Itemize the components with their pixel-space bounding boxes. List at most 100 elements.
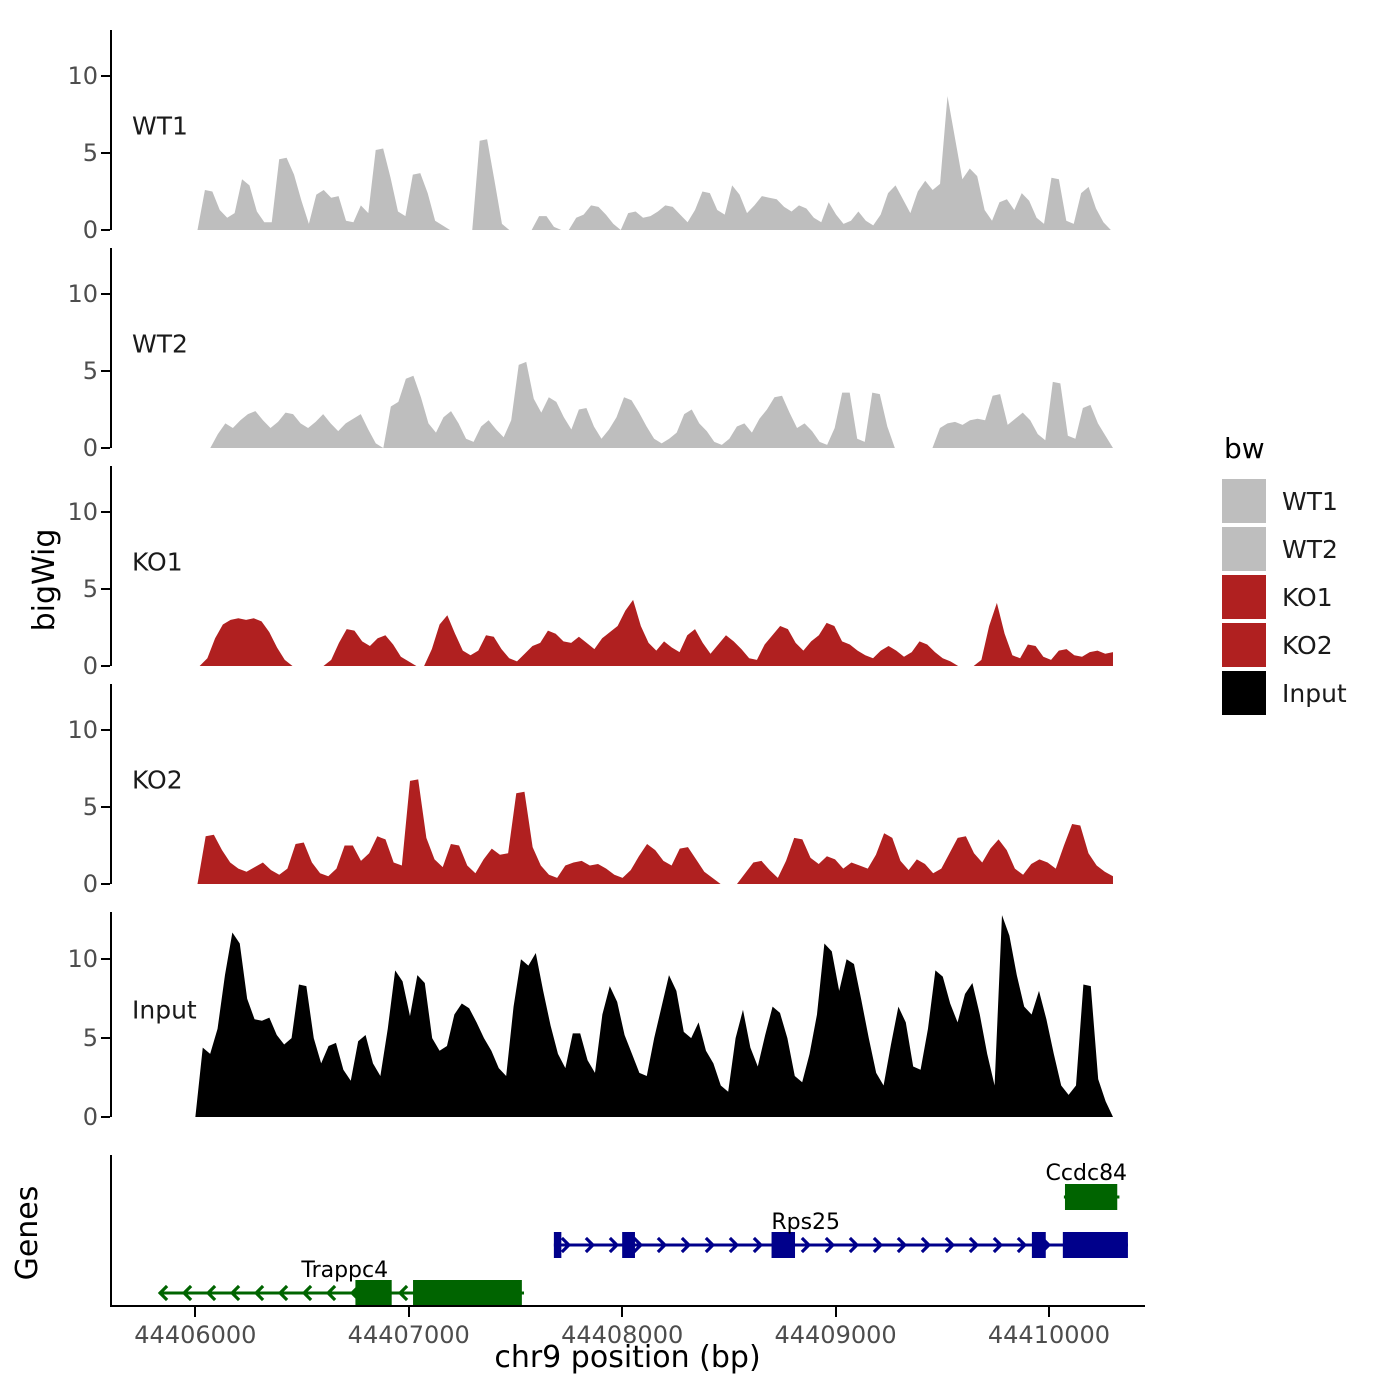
strand-arrow-icon xyxy=(181,1284,193,1302)
y-axis-tick xyxy=(101,1116,110,1118)
legend-color-swatch xyxy=(1222,479,1266,523)
y-axis-tick xyxy=(101,75,110,78)
x-axis-tick-label: 44408000 xyxy=(561,1321,684,1349)
gene-exon xyxy=(1064,1184,1118,1210)
legend-item-label: KO2 xyxy=(1282,630,1333,660)
gene-backbone xyxy=(553,1243,1128,1247)
strand-arrow-icon xyxy=(728,1236,740,1254)
y-axis-tick-label: 0 xyxy=(82,434,98,462)
legend-item-label: WT2 xyxy=(1282,534,1338,564)
signal-area-ko2 xyxy=(197,779,1113,884)
strand-arrow-icon xyxy=(632,1236,644,1254)
legend-title: bw xyxy=(1224,432,1265,465)
y-axis-tick xyxy=(101,958,110,961)
gene-exon xyxy=(1031,1232,1046,1258)
x-axis-tick-label: 44407000 xyxy=(347,1321,470,1349)
legend-item-ko1[interactable]: KO1 xyxy=(1222,573,1392,621)
genes-track-panel: Ccdc84 Rps25 Trappc4 xyxy=(110,1155,1145,1306)
y-axis-tick xyxy=(101,1037,110,1040)
track-label-input: Input xyxy=(132,995,197,1025)
y-axis-tick xyxy=(101,511,110,514)
y-axis-tick xyxy=(101,665,110,667)
signal-area-wt2 xyxy=(210,361,1113,448)
legend-item-wt2[interactable]: WT2 xyxy=(1222,525,1392,573)
legend-item-label: Input xyxy=(1282,678,1347,708)
y-axis-tick xyxy=(101,883,110,885)
x-axis-line xyxy=(110,1305,1145,1307)
y-axis-tick-label: 0 xyxy=(82,870,98,898)
strand-arrow-icon xyxy=(872,1236,884,1254)
legend-item-ko2[interactable]: KO2 xyxy=(1222,621,1392,669)
y-axis-tick xyxy=(101,447,110,449)
gene-trappc4[interactable] xyxy=(157,1280,525,1306)
gene-exon xyxy=(355,1280,392,1306)
genes-drawing: Ccdc84 Rps25 Trappc4 xyxy=(157,1161,1128,1306)
strand-arrow-icon xyxy=(656,1236,668,1254)
track-label-ko1: KO1 xyxy=(132,547,183,577)
gene-exon xyxy=(413,1280,522,1306)
strand-arrow-icon xyxy=(680,1236,692,1254)
x-axis-tick xyxy=(1047,1307,1050,1317)
signal-area-wt1 xyxy=(197,96,1111,230)
y-axis-tick xyxy=(101,152,110,155)
y-axis-tick-label: 10 xyxy=(67,498,98,527)
signal-area-input xyxy=(195,915,1113,1117)
x-axis-tick-label: 44406000 xyxy=(134,1321,257,1349)
y-axis-tick-label: 5 xyxy=(82,575,98,604)
legend-item-label: KO1 xyxy=(1282,582,1333,612)
strand-arrow-icon xyxy=(848,1236,860,1254)
y-axis-line xyxy=(110,248,112,448)
strand-arrow-icon xyxy=(752,1236,764,1254)
gene-exon xyxy=(553,1232,562,1258)
y-axis-tick-label: 0 xyxy=(82,216,98,244)
gene-rps25[interactable] xyxy=(553,1232,1128,1258)
x-axis-title: chr9 position (bp) xyxy=(494,1340,761,1375)
y-axis-tick xyxy=(101,729,110,732)
x-axis-tick xyxy=(834,1307,837,1317)
x-axis-tick xyxy=(621,1307,624,1317)
track-panel-ko1: 0 5 10 KO1 xyxy=(67,466,1145,680)
signal-area-ko1 xyxy=(199,599,1113,666)
strand-arrow-icon xyxy=(824,1236,836,1254)
y-axis-title: bigWig xyxy=(27,528,62,632)
gene-label-trappc4: Trappc4 xyxy=(300,1258,388,1283)
gene-ccdc84[interactable] xyxy=(1063,1184,1120,1210)
legend-color-swatch xyxy=(1222,575,1266,619)
y-axis-tick-label: 0 xyxy=(82,1103,98,1131)
strand-arrow-icon xyxy=(229,1284,241,1302)
legend-item-label: WT1 xyxy=(1282,486,1338,516)
track-label-wt2: WT2 xyxy=(132,329,188,359)
x-axis-tick xyxy=(194,1307,197,1317)
y-axis-tick-label: 10 xyxy=(67,945,98,974)
y-axis-tick-label: 0 xyxy=(82,652,98,680)
legend-color-swatch xyxy=(1222,527,1266,571)
y-axis-tick-label: 5 xyxy=(82,1024,98,1053)
strand-arrow-icon xyxy=(704,1236,716,1254)
strand-arrow-icon xyxy=(253,1284,265,1302)
y-axis-line xyxy=(110,466,112,666)
track-panel-ko2: 0 5 10 KO2 xyxy=(67,684,1145,898)
y-axis-tick-label: 10 xyxy=(67,62,98,91)
strand-arrow-icon xyxy=(1016,1236,1028,1254)
y-axis-tick-label: 5 xyxy=(82,357,98,386)
legend-item-wt1[interactable]: WT1 xyxy=(1222,477,1392,525)
gene-exon xyxy=(1062,1232,1128,1258)
track-label-wt1: WT1 xyxy=(132,111,188,141)
strand-arrow-icon xyxy=(157,1284,169,1302)
strand-arrow-icon xyxy=(896,1236,908,1254)
y-axis-tick-label: 5 xyxy=(82,139,98,168)
x-axis-tick-label: 44410000 xyxy=(987,1321,1111,1349)
strand-arrow-icon xyxy=(205,1284,217,1302)
strand-arrow-icon xyxy=(800,1236,812,1254)
legend-item-input[interactable]: Input xyxy=(1222,669,1392,717)
strand-arrow-icon xyxy=(584,1236,596,1254)
strand-arrow-icon xyxy=(608,1236,620,1254)
track-panel-wt2: 0 5 10 WT2 xyxy=(67,248,1145,462)
x-axis: 44406000 44407000 44408000 44409000 44410000 xyxy=(110,1305,1145,1385)
y-axis-line xyxy=(110,684,112,884)
legend: bw WT1 WT2 KO1 KO2 Input xyxy=(1222,432,1392,717)
x-axis-tick-label: 44409000 xyxy=(774,1321,897,1349)
x-axis-tick xyxy=(407,1307,410,1317)
genes-axis-title: Genes xyxy=(10,1185,45,1281)
track-label-ko2: KO2 xyxy=(132,765,183,795)
